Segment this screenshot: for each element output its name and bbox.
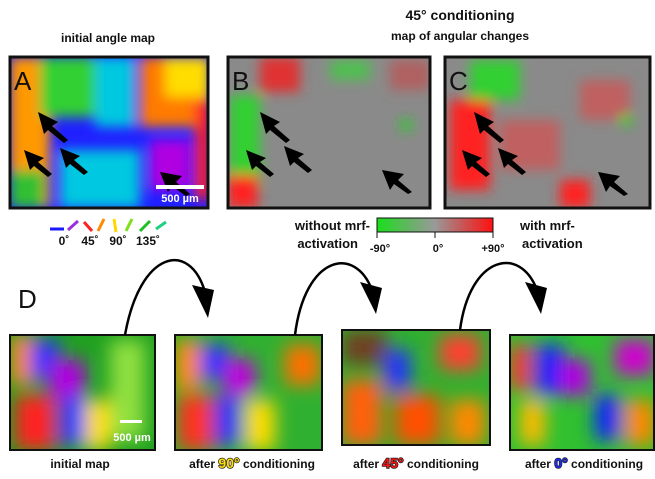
caption-prefix: after bbox=[189, 457, 215, 471]
colorbar-left-label: activation bbox=[297, 236, 358, 251]
panel-label: B bbox=[232, 66, 249, 96]
caption-prefix: after bbox=[525, 457, 551, 471]
map-frame bbox=[9, 334, 156, 451]
panel-a-title: initial angle map bbox=[61, 31, 155, 45]
map bbox=[510, 335, 654, 450]
panel-frame bbox=[8, 55, 210, 210]
scale-label: 500 µm bbox=[113, 432, 151, 444]
map bbox=[10, 335, 155, 450]
caption-highlight: 45° bbox=[382, 455, 403, 471]
colorbar-tick: -90° bbox=[370, 243, 390, 255]
title: 45° conditioning bbox=[405, 7, 514, 23]
caption-prefix: after bbox=[353, 457, 379, 471]
caption-suffix: conditioning bbox=[571, 457, 643, 471]
caption: after 0° conditioning bbox=[525, 455, 643, 471]
scale-bar bbox=[120, 420, 142, 423]
panel-label: C bbox=[449, 66, 468, 96]
scale-bar bbox=[156, 185, 204, 189]
caption-highlight: 0° bbox=[554, 455, 567, 471]
map-frame bbox=[174, 334, 323, 451]
angle-label: 90˚ bbox=[109, 234, 126, 248]
colorbar-right-label: with mrf- bbox=[519, 218, 575, 233]
arrowheads bbox=[192, 282, 547, 318]
angle-label: 135˚ bbox=[136, 234, 160, 248]
arrows bbox=[24, 112, 628, 196]
caption: initial map bbox=[50, 457, 109, 471]
panel-frame bbox=[443, 55, 652, 210]
transition-arrows bbox=[123, 259, 539, 336]
colorbar-right-label: activation bbox=[522, 236, 583, 251]
caption-suffix: conditioning bbox=[407, 457, 479, 471]
panel-frame bbox=[226, 55, 432, 210]
subtitle: map of angular changes bbox=[391, 29, 529, 43]
map-frame bbox=[509, 334, 655, 451]
colorbar-tick: 0° bbox=[433, 243, 444, 255]
map bbox=[342, 330, 490, 445]
colorbar bbox=[376, 217, 494, 233]
angle-label: 45˚ bbox=[81, 234, 98, 248]
map-frame bbox=[341, 329, 491, 446]
angle-legend-swatches bbox=[50, 218, 167, 233]
colorbar-left-label: without mrf- bbox=[294, 218, 370, 233]
scale-label: 500 µm bbox=[161, 193, 199, 205]
angle-label: 0˚ bbox=[59, 234, 70, 248]
caption-suffix: conditioning bbox=[243, 457, 315, 471]
map bbox=[175, 335, 322, 450]
colorbar-tick: +90° bbox=[481, 243, 504, 255]
caption: after 90° conditioning bbox=[189, 455, 315, 471]
caption-highlight: 90° bbox=[218, 455, 239, 471]
change-map bbox=[445, 57, 650, 208]
panel-label: A bbox=[14, 66, 32, 96]
panel-label: D bbox=[18, 284, 37, 314]
caption: after 45° conditioning bbox=[353, 455, 479, 471]
